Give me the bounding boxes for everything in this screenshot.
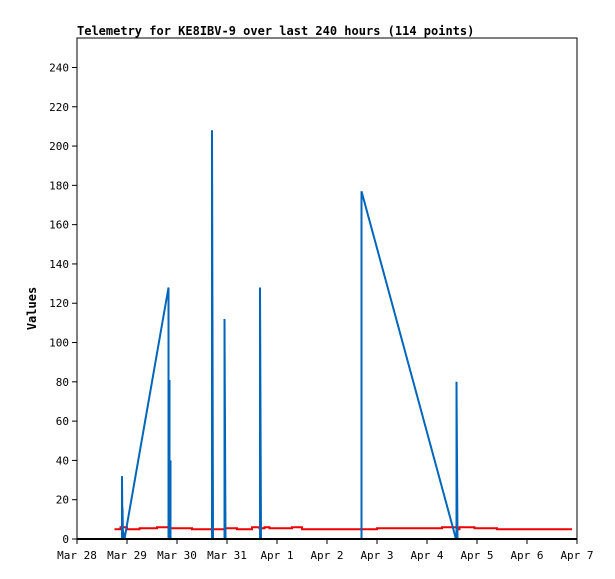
- series-line-1: [114, 526, 572, 531]
- y-tick-label: 240: [49, 61, 69, 74]
- chart-title: Telemetry for KE8IBV-9 over last 240 hou…: [77, 24, 474, 38]
- y-tick-label: 180: [49, 179, 69, 192]
- y-tick-label: 140: [49, 258, 69, 271]
- y-tick-label: 0: [62, 533, 69, 546]
- x-tick-label: Apr 7: [560, 549, 593, 562]
- x-tick-label: Mar 29: [107, 549, 147, 562]
- x-tick-label: Apr 4: [410, 549, 443, 562]
- y-tick-label: 160: [49, 219, 69, 232]
- x-tick-label: Apr 5: [460, 549, 493, 562]
- x-tick-label: Apr 6: [510, 549, 543, 562]
- x-tick-label: Apr 1: [260, 549, 293, 562]
- x-axis: Mar 28 Mar 29 Mar 30 Mar 31 Apr 1 Apr 2 Apr 3 A…: [57, 539, 594, 562]
- plot-area-frame: [76, 37, 578, 540]
- x-tick-label: Apr 3: [360, 549, 393, 562]
- y-tick-label: 200: [49, 140, 69, 153]
- series-line-0: [121, 130, 459, 540]
- x-tick-label: Mar 28: [57, 549, 97, 562]
- y-tick-label: 20: [56, 494, 69, 507]
- y-tick-label: 60: [56, 415, 69, 428]
- x-tick-label: Apr 2: [310, 549, 343, 562]
- y-tick-label: 220: [49, 101, 69, 114]
- y-tick-label: 40: [56, 454, 69, 467]
- y-axis-title: Values: [25, 287, 39, 330]
- y-tick-label: 100: [49, 337, 69, 350]
- y-tick-label: 120: [49, 297, 69, 310]
- x-tick-label: Mar 31: [207, 549, 247, 562]
- y-tick-label: 80: [56, 376, 69, 389]
- y-axis: 0 20 40 60 80 100 120 140 160 180 200 220 240: [49, 61, 77, 546]
- series-layer: [77, 130, 577, 540]
- x-tick-label: Mar 30: [157, 549, 197, 562]
